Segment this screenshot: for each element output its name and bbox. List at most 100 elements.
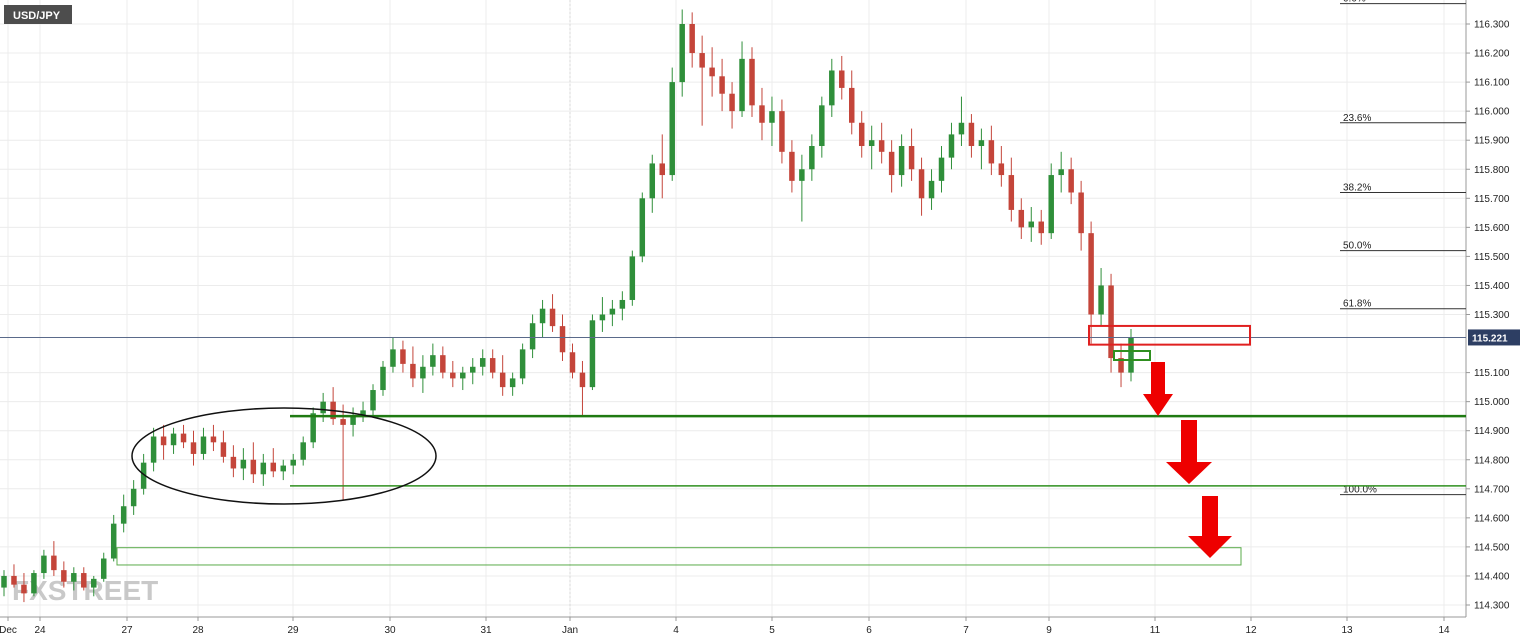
candle-body [609, 308, 616, 315]
last-price-badge [1468, 329, 1520, 346]
candle-body [380, 366, 386, 391]
candle-body [1058, 169, 1064, 176]
candle-body [200, 436, 207, 454]
candle-body [569, 352, 576, 373]
candle-body [210, 436, 217, 443]
candle-body [180, 433, 187, 443]
candle-body [898, 146, 905, 176]
y-axis: 116.300 116.200 116.100 116.000 115.900 115.8… [1465, 0, 1510, 617]
candle-body [649, 163, 656, 199]
fib-level-label: 23.6% [1343, 113, 1371, 124]
candle-body [918, 169, 925, 199]
x-tick-label: 27 [121, 625, 133, 636]
y-tick-label: 114.300 [1474, 601, 1510, 612]
candle-body [11, 575, 17, 585]
x-tick-label: 24 [34, 625, 46, 636]
fib-level-label: 0.0% [1343, 0, 1366, 5]
symbol-label: USD/JPY [13, 10, 61, 22]
candle-body [888, 151, 895, 176]
candle-body [51, 555, 57, 571]
candle-body [400, 349, 406, 364]
candle-body [350, 416, 356, 425]
candle-body [250, 459, 257, 475]
candle-body [21, 584, 27, 594]
y-tick-label: 116.100 [1474, 78, 1510, 89]
y-tick-label: 115.100 [1474, 368, 1510, 379]
candle-body [190, 442, 197, 454]
x-tick-label: 12 [1245, 625, 1257, 636]
candle-body [878, 140, 885, 152]
candle-body [809, 146, 815, 170]
target-arrow [1166, 420, 1212, 484]
candle-body [280, 465, 286, 472]
candle-body [978, 140, 985, 147]
y-tick-label: 115.500 [1474, 252, 1510, 263]
candle-body [799, 169, 805, 181]
y-tick-label: 115.800 [1474, 165, 1510, 176]
candle-body [559, 326, 566, 353]
candle-body [958, 122, 965, 135]
resistance-zone-box [1088, 324, 1251, 346]
candle-body [709, 67, 715, 77]
candlestick-series [1, 9, 1134, 603]
candle-body [1, 575, 7, 588]
candle-body [300, 442, 306, 460]
fib-level-label: 61.8% [1343, 299, 1371, 310]
candle-body [549, 308, 556, 327]
candle-body [529, 323, 536, 350]
y-tick-label: 115.900 [1474, 136, 1510, 147]
candle-body [789, 151, 795, 181]
candle-body [100, 558, 107, 579]
candle-body [450, 372, 456, 379]
y-tick-label: 116.300 [1474, 20, 1510, 31]
candle-body [719, 76, 725, 94]
candle-body [290, 459, 296, 466]
candle-body [968, 122, 975, 147]
x-tick-label: 29 [287, 625, 299, 636]
x-tick-label: 11 [1150, 625, 1161, 636]
candle-body [589, 320, 596, 388]
candle-body [759, 105, 765, 123]
candle-body [509, 378, 516, 388]
candle-body [1128, 337, 1134, 373]
candle-body [81, 573, 87, 588]
candle-body [829, 70, 835, 106]
candle-body [310, 413, 316, 443]
candle-body [1068, 169, 1074, 193]
y-tick-label: 115.700 [1474, 194, 1510, 205]
candle-body [599, 314, 606, 321]
candle-body [669, 82, 675, 176]
candle-body [699, 53, 705, 68]
candle-body [460, 372, 466, 379]
candle-body [938, 157, 945, 181]
candle-body [130, 488, 137, 507]
candle-body [539, 308, 546, 324]
candle-body [41, 555, 47, 574]
x-tick-label: 28 [192, 625, 204, 636]
candle-body [629, 256, 636, 300]
y-tick-label: 116.200 [1474, 49, 1510, 60]
target-arrow [1143, 362, 1173, 416]
candle-body [360, 410, 366, 417]
micro-support-box [1113, 350, 1151, 361]
x-tick-label: Jan [562, 625, 578, 636]
candle-body [140, 462, 147, 489]
candle-body [1018, 209, 1025, 228]
demand-zone-box [116, 547, 1242, 566]
candle-body [928, 180, 935, 199]
fib-level-label: 100.0% [1343, 485, 1377, 496]
candle-body [1028, 221, 1035, 228]
y-tick-label: 114.400 [1474, 571, 1510, 582]
candle-body [739, 58, 745, 112]
candle-body [270, 462, 277, 472]
candle-body [639, 198, 646, 257]
fib-level-label: 38.2% [1343, 182, 1371, 193]
candle-body [1108, 285, 1114, 359]
candle-body [1098, 285, 1104, 315]
x-tick-label: 9 [1046, 625, 1052, 636]
candle-body [230, 456, 237, 469]
candle-body [868, 140, 875, 147]
grid-lines [0, 0, 1466, 617]
